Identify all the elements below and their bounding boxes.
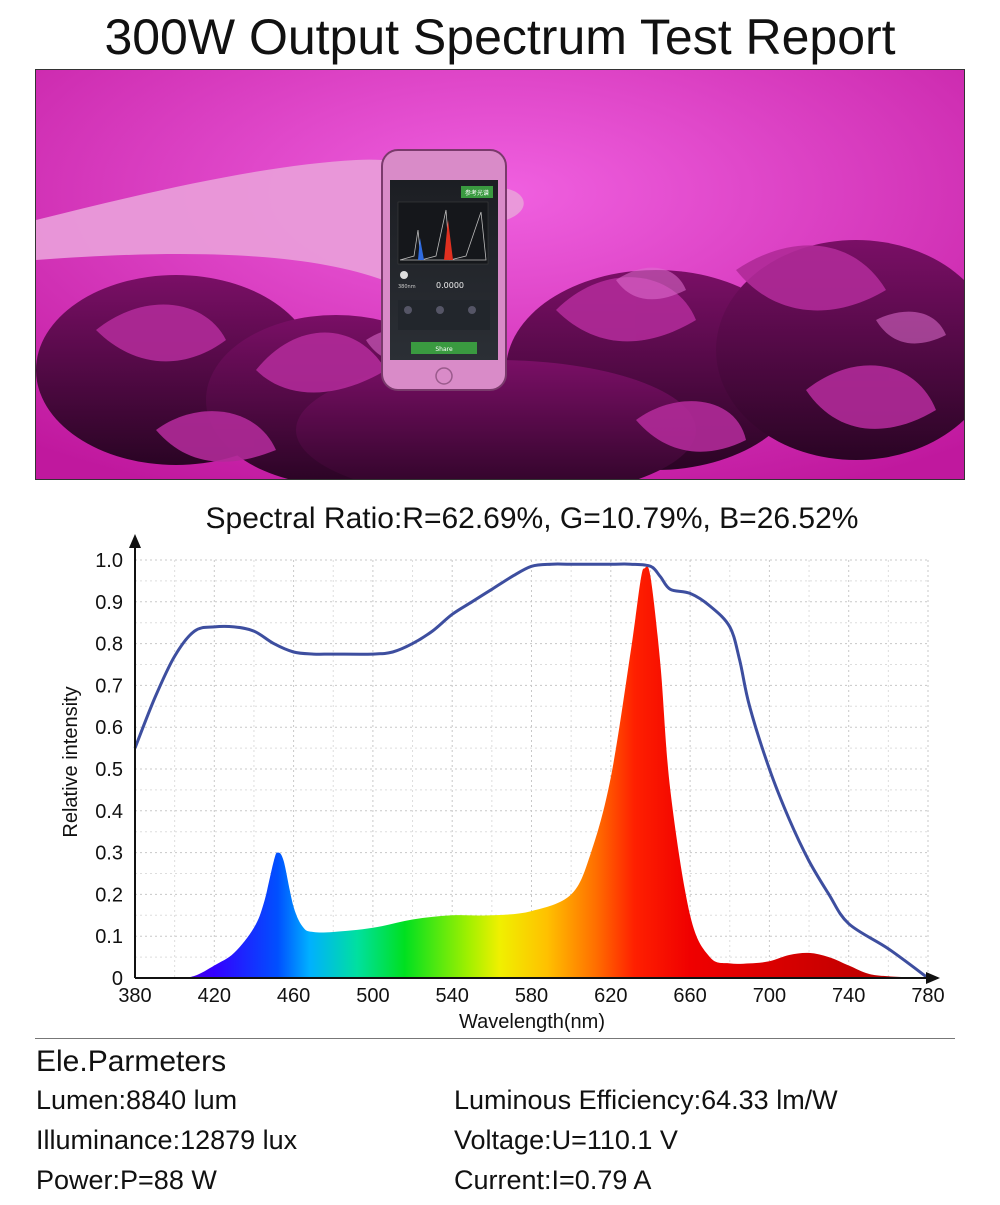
y-tick-label: 1.0 (95, 550, 123, 572)
x-tick-label: 780 (911, 985, 944, 1007)
y-tick-label: 0.1 (95, 926, 123, 948)
param-lumen: Lumen:8840 lum (36, 1085, 238, 1115)
spectrum-chart: Spectral Ratio:R=62.69%, G=10.79%, B=26.… (0, 490, 1000, 1035)
chart-tick-labels: 380 420 460 500 540 580 620 660 700 740 780 0 0.1 0.2… (95, 550, 945, 1007)
y-tick-label: 0.3 (95, 843, 123, 865)
phone-reading-unit: 380nm (398, 284, 416, 290)
y-tick-label: 0 (112, 968, 123, 990)
param-luminous-efficiency: Luminous Efficiency:64.33 lm/W (454, 1085, 838, 1115)
report-title: 300W Output Spectrum Test Report (104, 9, 896, 65)
x-tick-label: 580 (515, 985, 548, 1007)
x-axis-arrow (926, 972, 940, 984)
x-tick-label: 620 (594, 985, 627, 1007)
y-tick-label: 0.9 (95, 592, 123, 614)
chart-title: Spectral Ratio:R=62.69%, G=10.79%, B=26.… (206, 502, 859, 535)
phone-reading-value: 0.0000 (436, 281, 464, 290)
phone-share-button: Share (435, 346, 453, 353)
x-tick-label: 700 (753, 985, 786, 1007)
y-tick-label: 0.2 (95, 884, 123, 906)
transmission-line-layer (133, 562, 929, 980)
photo-grow-light-scene: 参考光谱 0.0000 380nm Share (35, 69, 965, 480)
y-axis-label: Relative intensity (60, 686, 82, 837)
x-axis-label: Wavelength(nm) (459, 1011, 605, 1033)
param-illuminance: Illuminance:12879 lux (36, 1125, 298, 1155)
params-divider (35, 1038, 955, 1039)
transmission-line (133, 562, 929, 980)
params-heading: Ele.Parmeters (36, 1045, 227, 1078)
y-tick-label: 0.4 (95, 801, 123, 823)
x-tick-label: 540 (436, 985, 469, 1007)
chart-axes (129, 534, 940, 984)
param-power: Power:P=88 W (36, 1165, 217, 1195)
x-tick-label: 740 (832, 985, 865, 1007)
param-voltage: Voltage:U=110.1 V (454, 1125, 678, 1155)
y-axis-arrow (129, 534, 141, 548)
x-tick-label: 420 (198, 985, 231, 1007)
y-tick-label: 0.7 (95, 675, 123, 697)
photo-illustration: 参考光谱 0.0000 380nm Share (36, 70, 964, 479)
x-tick-label: 500 (356, 985, 389, 1007)
y-tick-label: 0.8 (95, 634, 123, 656)
y-tick-label: 0.6 (95, 717, 123, 739)
phone: 参考光谱 0.0000 380nm Share (381, 149, 507, 391)
y-tick-label: 0.5 (95, 759, 123, 781)
param-current: Current:I=0.79 A (454, 1165, 652, 1195)
spectrum-chart-svg: Spectral Ratio:R=62.69%, G=10.79%, B=26.… (60, 502, 945, 1033)
x-tick-label: 460 (277, 985, 310, 1007)
x-tick-label: 380 (118, 985, 151, 1007)
phone-header-button: 参考光谱 (465, 189, 489, 197)
x-tick-label: 660 (673, 985, 706, 1007)
